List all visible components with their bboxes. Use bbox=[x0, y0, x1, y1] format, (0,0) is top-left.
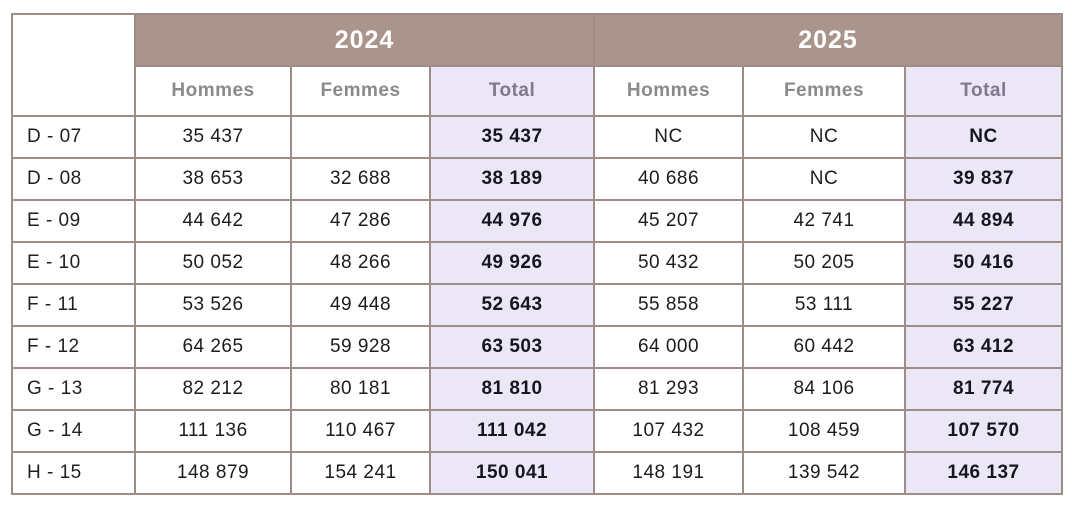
cell-femmes-2025: 53 111 bbox=[742, 283, 907, 327]
cell-hommes-2025: 81 293 bbox=[593, 367, 745, 411]
cell-femmes-2024: 49 448 bbox=[290, 283, 431, 327]
cell-hommes-2025: 148 191 bbox=[593, 451, 745, 495]
cell-femmes-2024: 47 286 bbox=[290, 199, 431, 243]
cell-total-2025: 81 774 bbox=[904, 367, 1064, 411]
row-label: F - 11 bbox=[11, 283, 136, 327]
year-header-2025: 2025 bbox=[593, 13, 1064, 67]
cell-femmes-2025: NC bbox=[742, 115, 907, 159]
cell-femmes-2025: NC bbox=[742, 157, 907, 201]
table-row: D - 08 38 653 32 688 38 189 40 686 NC 39… bbox=[11, 157, 1064, 201]
cell-total-2024: 35 437 bbox=[428, 115, 596, 159]
cell-femmes-2024 bbox=[290, 115, 431, 159]
column-header-total-2024: Total bbox=[428, 65, 596, 117]
cell-femmes-2025: 84 106 bbox=[742, 367, 907, 411]
subheader-row: Hommes Femmes Total Hommes Femmes Total bbox=[12, 65, 1064, 117]
cell-femmes-2024: 154 241 bbox=[290, 451, 431, 495]
cell-total-2024: 52 643 bbox=[428, 283, 596, 327]
row-label: E - 09 bbox=[11, 199, 136, 243]
cell-total-2025: 63 412 bbox=[904, 325, 1064, 369]
row-label: F - 12 bbox=[11, 325, 136, 369]
row-label: D - 07 bbox=[11, 115, 136, 159]
cell-femmes-2025: 60 442 bbox=[742, 325, 907, 369]
cell-total-2024: 150 041 bbox=[428, 451, 596, 495]
cell-hommes-2025: 45 207 bbox=[593, 199, 745, 243]
cell-hommes-2025: 55 858 bbox=[593, 283, 745, 327]
cell-hommes-2024: 44 642 bbox=[134, 199, 292, 243]
column-header-hommes-2024: Hommes bbox=[134, 65, 292, 117]
cell-hommes-2024: 38 653 bbox=[134, 157, 292, 201]
cell-femmes-2024: 59 928 bbox=[290, 325, 431, 369]
column-header-total-2025: Total bbox=[904, 65, 1064, 117]
row-label: G - 14 bbox=[11, 409, 136, 453]
table-row: D - 07 35 437 35 437 NC NC NC bbox=[11, 115, 1064, 159]
cell-hommes-2025: 64 000 bbox=[593, 325, 745, 369]
cell-hommes-2025: 50 432 bbox=[593, 241, 745, 285]
table-row: H - 15 148 879 154 241 150 041 148 191 1… bbox=[11, 451, 1064, 495]
table-row: E - 10 50 052 48 266 49 926 50 432 50 20… bbox=[11, 241, 1064, 285]
cell-total-2025: 55 227 bbox=[904, 283, 1064, 327]
cell-femmes-2024: 80 181 bbox=[290, 367, 431, 411]
cell-femmes-2024: 110 467 bbox=[290, 409, 431, 453]
cell-femmes-2025: 139 542 bbox=[742, 451, 907, 495]
cell-femmes-2025: 42 741 bbox=[742, 199, 907, 243]
table-row: F - 11 53 526 49 448 52 643 55 858 53 11… bbox=[11, 283, 1064, 327]
cell-total-2024: 63 503 bbox=[428, 325, 596, 369]
row-label: H - 15 bbox=[11, 451, 136, 495]
cell-hommes-2024: 148 879 bbox=[134, 451, 292, 495]
cell-hommes-2024: 35 437 bbox=[134, 115, 292, 159]
column-header-femmes-2024: Femmes bbox=[290, 65, 431, 117]
cell-femmes-2025: 50 205 bbox=[742, 241, 907, 285]
cell-hommes-2025: 40 686 bbox=[593, 157, 745, 201]
year-header-row: 2024 2025 bbox=[11, 13, 1064, 117]
row-label: E - 10 bbox=[11, 241, 136, 285]
cell-femmes-2024: 48 266 bbox=[290, 241, 431, 285]
cell-hommes-2024: 53 526 bbox=[134, 283, 292, 327]
cell-total-2025: 146 137 bbox=[904, 451, 1064, 495]
corner-cell bbox=[11, 13, 136, 117]
cell-total-2024: 44 976 bbox=[428, 199, 596, 243]
cell-hommes-2025: NC bbox=[593, 115, 745, 159]
cell-hommes-2024: 82 212 bbox=[134, 367, 292, 411]
column-header-femmes-2025: Femmes bbox=[742, 65, 907, 117]
table-row: E - 09 44 642 47 286 44 976 45 207 42 74… bbox=[11, 199, 1064, 243]
cell-total-2025: 50 416 bbox=[904, 241, 1064, 285]
cell-total-2024: 49 926 bbox=[428, 241, 596, 285]
cell-hommes-2025: 107 432 bbox=[593, 409, 745, 453]
cell-total-2024: 38 189 bbox=[428, 157, 596, 201]
cell-total-2024: 111 042 bbox=[428, 409, 596, 453]
row-label: D - 08 bbox=[11, 157, 136, 201]
column-header-hommes-2025: Hommes bbox=[593, 65, 745, 117]
cell-femmes-2025: 108 459 bbox=[742, 409, 907, 453]
data-table: 2024 2025 Hommes Femmes Total Hommes Fem… bbox=[11, 13, 1064, 495]
year-header-2024: 2024 bbox=[133, 13, 596, 67]
table-row: G - 13 82 212 80 181 81 810 81 293 84 10… bbox=[11, 367, 1064, 411]
cell-total-2025: 39 837 bbox=[904, 157, 1064, 201]
cell-femmes-2024: 32 688 bbox=[290, 157, 431, 201]
row-label: G - 13 bbox=[11, 367, 136, 411]
table-row: G - 14 111 136 110 467 111 042 107 432 1… bbox=[11, 409, 1064, 453]
cell-total-2025: NC bbox=[904, 115, 1064, 159]
cell-hommes-2024: 50 052 bbox=[134, 241, 292, 285]
table-row: F - 12 64 265 59 928 63 503 64 000 60 44… bbox=[11, 325, 1064, 369]
cell-total-2025: 107 570 bbox=[904, 409, 1064, 453]
cell-hommes-2024: 111 136 bbox=[134, 409, 292, 453]
cell-hommes-2024: 64 265 bbox=[134, 325, 292, 369]
cell-total-2024: 81 810 bbox=[428, 367, 596, 411]
cell-total-2025: 44 894 bbox=[904, 199, 1064, 243]
